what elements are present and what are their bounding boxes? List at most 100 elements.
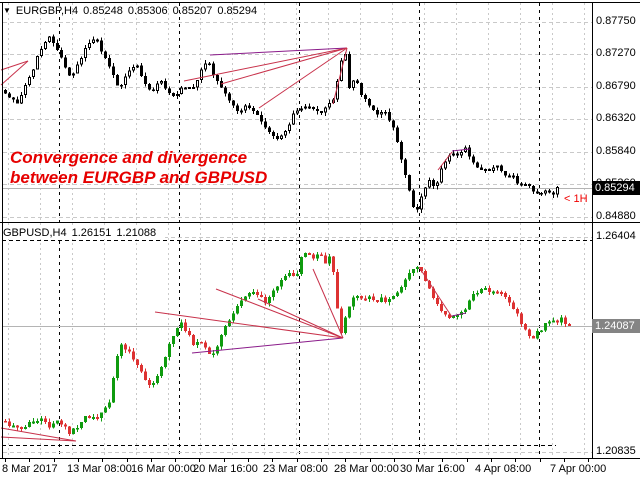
- candle-body: [96, 39, 99, 42]
- candle-body: [372, 105, 375, 110]
- candle-body: [288, 273, 291, 277]
- trendline[interactable]: [332, 47, 348, 105]
- trendline[interactable]: [154, 311, 344, 339]
- trendline[interactable]: [437, 151, 453, 171]
- symbol-timeframe-label: EURGBP,H4: [15, 5, 79, 17]
- candle-body: [568, 324, 571, 327]
- candle-body: [228, 320, 231, 327]
- candle-body: [32, 69, 35, 78]
- candle-body: [440, 168, 443, 183]
- trendline[interactable]: [257, 298, 344, 339]
- candle-body: [456, 315, 459, 317]
- candle-body: [180, 87, 183, 94]
- candle-body: [284, 131, 287, 136]
- candle-body: [364, 298, 367, 301]
- candle-body: [476, 292, 479, 295]
- candle-body: [160, 366, 163, 377]
- trendline[interactable]: [209, 47, 348, 56]
- candle-body: [64, 424, 67, 427]
- candle-body: [500, 292, 503, 294]
- candle-body: [504, 171, 507, 176]
- candle-body: [436, 298, 439, 304]
- candle-body: [96, 417, 99, 419]
- candle-body: [468, 300, 471, 310]
- trendline[interactable]: [220, 47, 348, 85]
- candle-body: [244, 296, 247, 301]
- candle-body: [412, 190, 415, 208]
- candle-body: [196, 79, 199, 88]
- candle-body: [140, 65, 143, 76]
- price-axis-label: 1.20835: [596, 445, 636, 457]
- trendline[interactable]: [191, 337, 344, 354]
- candle-body: [148, 380, 151, 386]
- trendline[interactable]: [0, 436, 77, 442]
- candle-body: [176, 328, 179, 336]
- trendline[interactable]: [0, 60, 29, 71]
- candle-body: [380, 111, 383, 115]
- candle-body: [164, 356, 167, 367]
- candle-body: [136, 65, 139, 68]
- candle-body: [432, 179, 435, 187]
- candle-body: [36, 420, 39, 423]
- annotation-line-1: Convergence and divergence: [10, 148, 248, 167]
- candle-body: [552, 320, 555, 323]
- time-axis-label: 8 Mar 2017: [2, 463, 58, 475]
- candle-body: [376, 109, 379, 115]
- candle-body: [480, 288, 483, 293]
- candle-body: [168, 344, 171, 357]
- candle-body: [344, 317, 347, 333]
- candle-body: [100, 40, 103, 52]
- candle-body: [404, 279, 407, 288]
- candle-body: [320, 111, 323, 113]
- candle-body: [24, 427, 27, 430]
- candle-body: [16, 425, 19, 428]
- price-axis-label: 0.84880: [596, 210, 636, 222]
- candle-body: [132, 67, 135, 71]
- candle-body: [92, 39, 95, 43]
- candle-body: [4, 420, 7, 423]
- candle-body: [148, 83, 151, 90]
- candle-body: [332, 256, 335, 272]
- trendline[interactable]: [0, 427, 77, 442]
- trendline[interactable]: [451, 148, 471, 152]
- candle-body: [156, 83, 159, 91]
- trendline[interactable]: [215, 288, 344, 339]
- trendline[interactable]: [451, 312, 467, 317]
- candle-body: [500, 165, 503, 172]
- trendline[interactable]: [258, 47, 348, 109]
- time-axis-label: 16 Mar 00:00: [131, 463, 196, 475]
- candle-body: [76, 64, 79, 74]
- candle-body: [224, 87, 227, 94]
- candle-body: [464, 309, 467, 312]
- trendline[interactable]: [418, 266, 453, 318]
- candle-body: [60, 420, 63, 425]
- candle-body: [152, 89, 155, 92]
- candle-body: [256, 110, 259, 116]
- trendline[interactable]: [0, 60, 29, 86]
- candle-body: [524, 323, 527, 330]
- candle-body: [532, 186, 535, 192]
- candle-body: [112, 378, 115, 403]
- candle-body: [128, 70, 131, 77]
- candle-body: [184, 322, 187, 331]
- trendline[interactable]: [183, 47, 348, 82]
- candle-body: [340, 308, 343, 333]
- candle-body: [492, 167, 495, 171]
- candle-body: [360, 82, 363, 95]
- candle-body: [352, 297, 355, 307]
- candle-body: [308, 106, 311, 109]
- candle-body: [356, 296, 359, 298]
- candle-body: [168, 88, 171, 93]
- trendline[interactable]: [312, 268, 344, 339]
- candle-body: [256, 292, 259, 295]
- candle-body: [272, 290, 275, 297]
- candle-body: [484, 288, 487, 291]
- candle-body: [488, 288, 491, 293]
- candle-body: [60, 50, 63, 58]
- candle-body: [68, 426, 71, 434]
- candle-body: [92, 417, 95, 419]
- candle-body: [196, 341, 199, 345]
- candle-body: [128, 349, 131, 352]
- candle-body: [44, 41, 47, 49]
